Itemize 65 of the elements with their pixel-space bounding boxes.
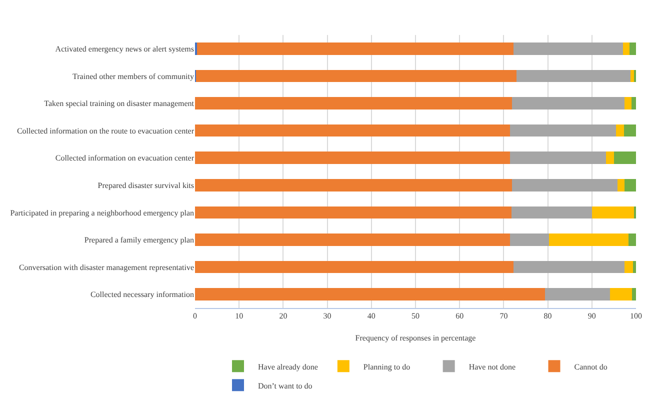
x-tick-label: 60: [456, 312, 464, 321]
bar: [196, 70, 516, 82]
bar: [512, 206, 592, 219]
bar: [622, 42, 630, 55]
x-tick-label: 70: [500, 312, 508, 321]
bar: [545, 288, 610, 300]
legend-label: Have not done: [468, 362, 516, 372]
bar: [630, 70, 634, 82]
bar: [195, 288, 546, 300]
bar: [510, 152, 606, 164]
bar: [195, 206, 512, 219]
bar: [624, 179, 636, 192]
bar: [510, 124, 616, 137]
x-tick-label: 40: [367, 312, 376, 321]
bar: [632, 97, 636, 110]
x-tick-label: 100: [630, 312, 642, 321]
x-tick-label: 30: [323, 312, 332, 321]
y-tick-label: Collected information on the route to evacuation center: [16, 126, 194, 136]
x-tick-label: 90: [588, 312, 596, 321]
bar: [632, 288, 636, 300]
y-tick-label: Trained other members of community: [72, 72, 194, 81]
bar: [195, 97, 512, 110]
bar: [610, 288, 632, 300]
x-tick-label: 50: [412, 312, 420, 321]
y-tick-label: Taken special training on disaster management: [44, 99, 195, 108]
legend-label: Don’t want to do: [258, 381, 312, 390]
bar: [512, 179, 618, 192]
legend-label: Have already done: [258, 362, 318, 372]
x-tick-label: 0: [193, 312, 197, 321]
y-tick-label: Prepared disaster survival kits: [98, 180, 194, 190]
bar: [616, 124, 624, 137]
bar: [617, 179, 625, 192]
bar: [195, 152, 510, 164]
bar: [510, 234, 550, 246]
bar: [197, 42, 514, 55]
y-tick-label: Prepared a family emergency plan: [84, 236, 194, 245]
y-tick-label: Collected information on evacuation center: [55, 154, 194, 163]
bar: [629, 42, 636, 55]
x-tick-label: 20: [279, 312, 288, 321]
legend-label: Planning to do: [363, 362, 410, 372]
bar: [195, 260, 514, 274]
bar: [628, 234, 636, 246]
bar: [624, 260, 633, 274]
bar: [195, 124, 510, 137]
bar: [513, 42, 623, 55]
bar: [614, 152, 636, 164]
bar: [632, 260, 636, 274]
bar: [513, 260, 625, 274]
y-tick-label: Participated in preparing a neighborhood emergency plan: [10, 208, 194, 218]
bar: [606, 152, 614, 164]
y-tick-label: Collected necessary information: [90, 290, 194, 300]
x-tick-label: 80: [544, 312, 552, 321]
bar: [592, 206, 634, 219]
y-tick-label: Activated emergency news or alert systems: [55, 44, 194, 54]
x-axis-title: Frequency of responses in percentage: [355, 334, 476, 343]
bar: [512, 97, 625, 110]
bar: [195, 179, 512, 192]
bar: [516, 70, 630, 82]
bar: [549, 234, 628, 246]
x-tick-label: 10: [235, 312, 244, 321]
bar: [195, 234, 510, 246]
y-tick-label: Conversation with disaster management representative: [18, 262, 194, 272]
legend-label: Cannot do: [574, 362, 608, 372]
bar: [624, 124, 636, 137]
bar: [624, 97, 632, 110]
